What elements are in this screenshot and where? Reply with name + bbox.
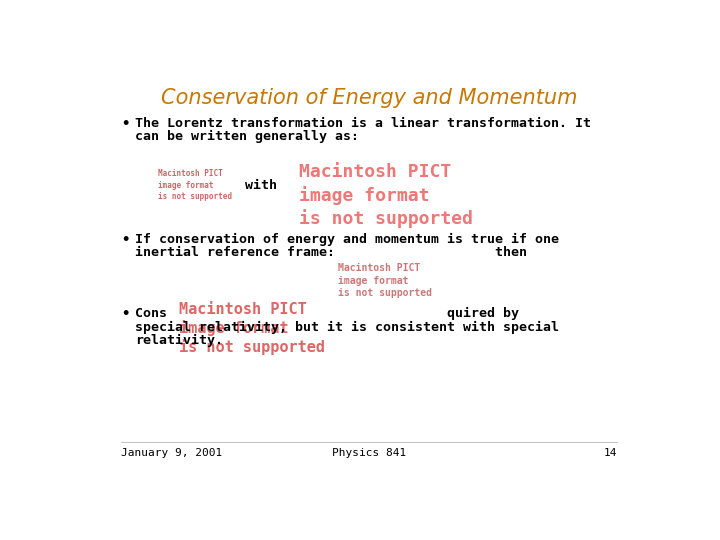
- Text: Physics 841: Physics 841: [332, 448, 406, 458]
- Text: with: with: [245, 179, 277, 192]
- Text: relativity.: relativity.: [135, 334, 223, 347]
- Text: If conservation of energy and momentum is true if one: If conservation of energy and momentum i…: [135, 233, 559, 246]
- Text: Macintosh PICT
image format
is not supported: Macintosh PICT image format is not suppo…: [179, 302, 325, 355]
- Text: Conservation of Energy and Momentum: Conservation of Energy and Momentum: [161, 88, 577, 108]
- Text: •: •: [121, 233, 130, 247]
- Text: January 9, 2001: January 9, 2001: [121, 448, 222, 458]
- Text: inertial reference frame:                    then: inertial reference frame: then: [135, 246, 527, 259]
- Text: special relativity, but it is consistent with special: special relativity, but it is consistent…: [135, 321, 559, 334]
- Text: Macintosh PICT
image format
is not supported: Macintosh PICT image format is not suppo…: [300, 164, 473, 228]
- Text: Macintosh PICT
image format
is not supported: Macintosh PICT image format is not suppo…: [338, 264, 432, 298]
- Text: •: •: [121, 307, 130, 321]
- Text: •: •: [121, 117, 130, 131]
- Text: 14: 14: [603, 448, 617, 458]
- Text: can be written generally as:: can be written generally as:: [135, 130, 359, 143]
- Text: Cons                                   quired by: Cons quired by: [135, 307, 519, 320]
- Text: Macintosh PICT
image format
is not supported: Macintosh PICT image format is not suppo…: [158, 168, 232, 201]
- Text: The Lorentz transformation is a linear transformation. It: The Lorentz transformation is a linear t…: [135, 117, 591, 130]
